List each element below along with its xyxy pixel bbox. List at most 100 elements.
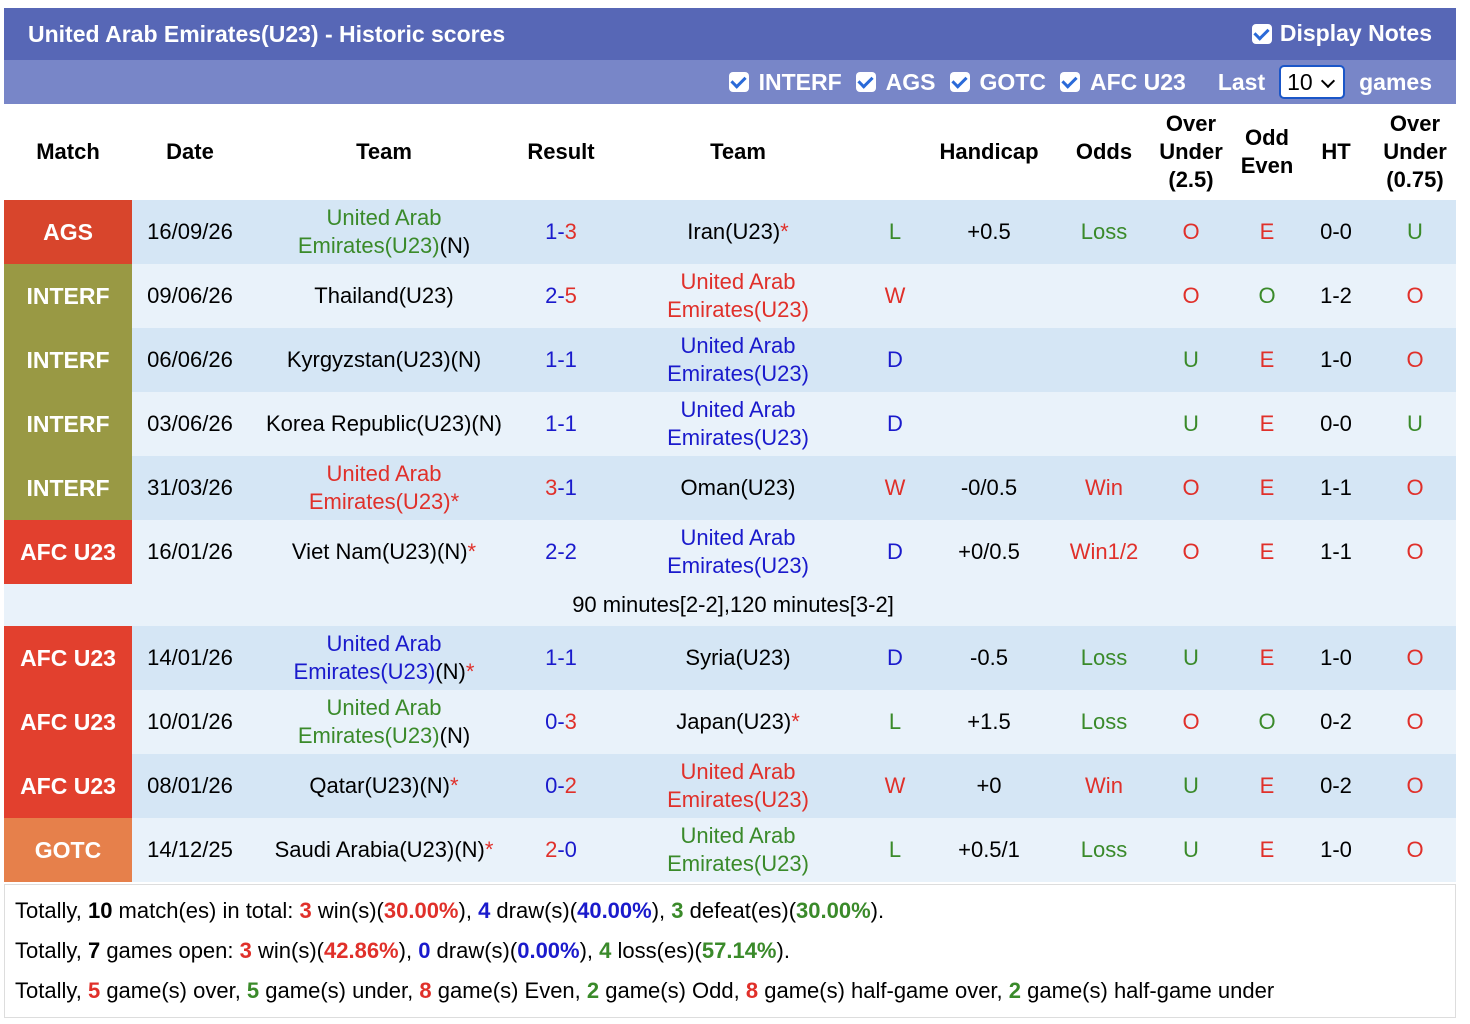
team-cell: Iran(U23)* bbox=[602, 200, 874, 264]
win-loss: W bbox=[884, 475, 906, 500]
score-dash: - bbox=[557, 773, 565, 798]
date: 09/06/26 bbox=[147, 283, 233, 308]
date: 06/06/26 bbox=[147, 347, 233, 372]
wl-cell: W bbox=[874, 264, 916, 328]
summary-text: defeat(es)( bbox=[683, 898, 797, 923]
over-under: O bbox=[1182, 709, 1200, 734]
summary-text: games open: bbox=[100, 938, 240, 963]
checkbox[interactable] bbox=[1059, 72, 1080, 92]
team-suffix: (N) bbox=[435, 659, 466, 684]
half-time: 1-0 bbox=[1320, 347, 1352, 372]
result-cell: 1-1 bbox=[520, 328, 602, 392]
win-loss: D bbox=[887, 347, 903, 372]
odd-even: E bbox=[1259, 347, 1275, 372]
odds: Loss bbox=[1080, 709, 1128, 734]
win-loss: L bbox=[888, 837, 902, 862]
home-score: 0 bbox=[545, 773, 558, 798]
filter[interactable]: INTERF bbox=[728, 69, 842, 96]
display-notes[interactable]: Display Notes bbox=[1251, 20, 1432, 47]
column-header: Handicap bbox=[916, 104, 1062, 200]
filter[interactable]: AGS bbox=[855, 69, 936, 96]
match-row: GOTC 14/12/25 Saudi Arabia(U23)(N)* 2-0 Unit… bbox=[4, 818, 1456, 882]
match-row: AFC U23 08/01/26 Qatar(U23)(N)* 0-2 United A… bbox=[4, 754, 1456, 818]
summary-line: Totally, 10 match(es) in total: 3 win(s)… bbox=[15, 891, 1445, 931]
summary-text: game(s) over, bbox=[100, 978, 247, 1003]
home-score: 1 bbox=[545, 347, 558, 372]
ou-cell: O bbox=[1146, 264, 1236, 328]
win-loss: D bbox=[887, 645, 903, 670]
match-badge: INTERF bbox=[4, 392, 132, 456]
checkbox[interactable] bbox=[728, 72, 749, 92]
checkbox[interactable] bbox=[855, 72, 876, 92]
summary-number: 3 bbox=[239, 938, 252, 963]
ou2-cell: O bbox=[1374, 328, 1456, 392]
away-score: 1 bbox=[564, 645, 577, 670]
odd-even: E bbox=[1259, 773, 1275, 798]
over-under-ht: O bbox=[1406, 645, 1424, 670]
team-cell: United Arab Emirates(U23) bbox=[602, 264, 874, 328]
team-star: * bbox=[484, 837, 494, 862]
oe-cell: E bbox=[1236, 456, 1298, 520]
home-score: 1 bbox=[545, 645, 558, 670]
odds-cell: Loss bbox=[1062, 690, 1146, 754]
handicap-cell: +0/0.5 bbox=[916, 520, 1062, 584]
over-under-ht: O bbox=[1406, 539, 1424, 564]
match-badge: AFC U23 bbox=[4, 520, 132, 584]
date: 31/03/26 bbox=[147, 475, 233, 500]
team-star: * bbox=[467, 539, 477, 564]
handicap: +0.5/1 bbox=[958, 837, 1020, 862]
team-name: United Arab Emirates(U23) bbox=[293, 631, 442, 684]
score-dash: - bbox=[557, 709, 565, 734]
summary-text: loss(es)( bbox=[611, 938, 702, 963]
summary-text: game(s) half-game over, bbox=[758, 978, 1009, 1003]
ou2-cell: O bbox=[1374, 520, 1456, 584]
date: 10/01/26 bbox=[132, 690, 248, 754]
date: 03/06/26 bbox=[147, 411, 233, 436]
odds-cell bbox=[1062, 392, 1146, 456]
score-dash: - bbox=[557, 475, 565, 500]
checkbox[interactable] bbox=[949, 72, 970, 92]
team-cell: Thailand(U23) bbox=[248, 264, 520, 328]
handicap-cell: -0/0.5 bbox=[916, 456, 1062, 520]
score-dash: - bbox=[557, 347, 565, 372]
filter[interactable]: GOTC bbox=[949, 69, 1046, 96]
team-cell: United Arab Emirates(U23)(N) bbox=[248, 690, 520, 754]
summary-number: 0.00% bbox=[517, 938, 580, 963]
score-dash: - bbox=[557, 837, 565, 862]
odds: Loss bbox=[1080, 219, 1128, 244]
ht-cell: 0-0 bbox=[1298, 392, 1374, 456]
ht-cell: 0-0 bbox=[1298, 200, 1374, 264]
date: 31/03/26 bbox=[132, 456, 248, 520]
date: 16/09/26 bbox=[132, 200, 248, 264]
filter-label: AFC U23 bbox=[1089, 68, 1186, 95]
ou-cell: O bbox=[1146, 520, 1236, 584]
handicap: +1.5 bbox=[967, 709, 1011, 734]
handicap-cell bbox=[916, 264, 1062, 328]
team-name: United Arab Emirates(U23) bbox=[667, 269, 809, 322]
handicap-cell: +0 bbox=[916, 754, 1062, 818]
handicap-cell bbox=[916, 328, 1062, 392]
team-cell: United Arab Emirates(U23) bbox=[602, 818, 874, 882]
oe-cell: E bbox=[1236, 200, 1298, 264]
team-cell: United Arab Emirates(U23) bbox=[602, 328, 874, 392]
win-loss: L bbox=[888, 709, 902, 734]
summary-text: ), bbox=[458, 898, 479, 923]
ht-cell: 1-0 bbox=[1298, 626, 1374, 690]
over-under-ht: O bbox=[1406, 837, 1424, 862]
filter[interactable]: AFC U23 bbox=[1059, 68, 1186, 96]
odd-even: O bbox=[1258, 709, 1276, 734]
date: 06/06/26 bbox=[132, 328, 248, 392]
games-label: games bbox=[1359, 68, 1432, 95]
team-cell: United Arab Emirates(U23) bbox=[602, 520, 874, 584]
oe-cell: O bbox=[1236, 264, 1298, 328]
odd-even: E bbox=[1259, 539, 1275, 564]
count-select[interactable]: 10 bbox=[1279, 65, 1346, 99]
result-cell: 0-2 bbox=[520, 754, 602, 818]
team-cell: United Arab Emirates(U23)(N) bbox=[248, 200, 520, 264]
odds: Loss bbox=[1080, 645, 1128, 670]
handicap: +0/0.5 bbox=[958, 539, 1020, 564]
checkbox[interactable] bbox=[1251, 23, 1272, 44]
ou-cell: U bbox=[1146, 626, 1236, 690]
oe-cell: E bbox=[1236, 392, 1298, 456]
team-cell: United Arab Emirates(U23) bbox=[602, 392, 874, 456]
